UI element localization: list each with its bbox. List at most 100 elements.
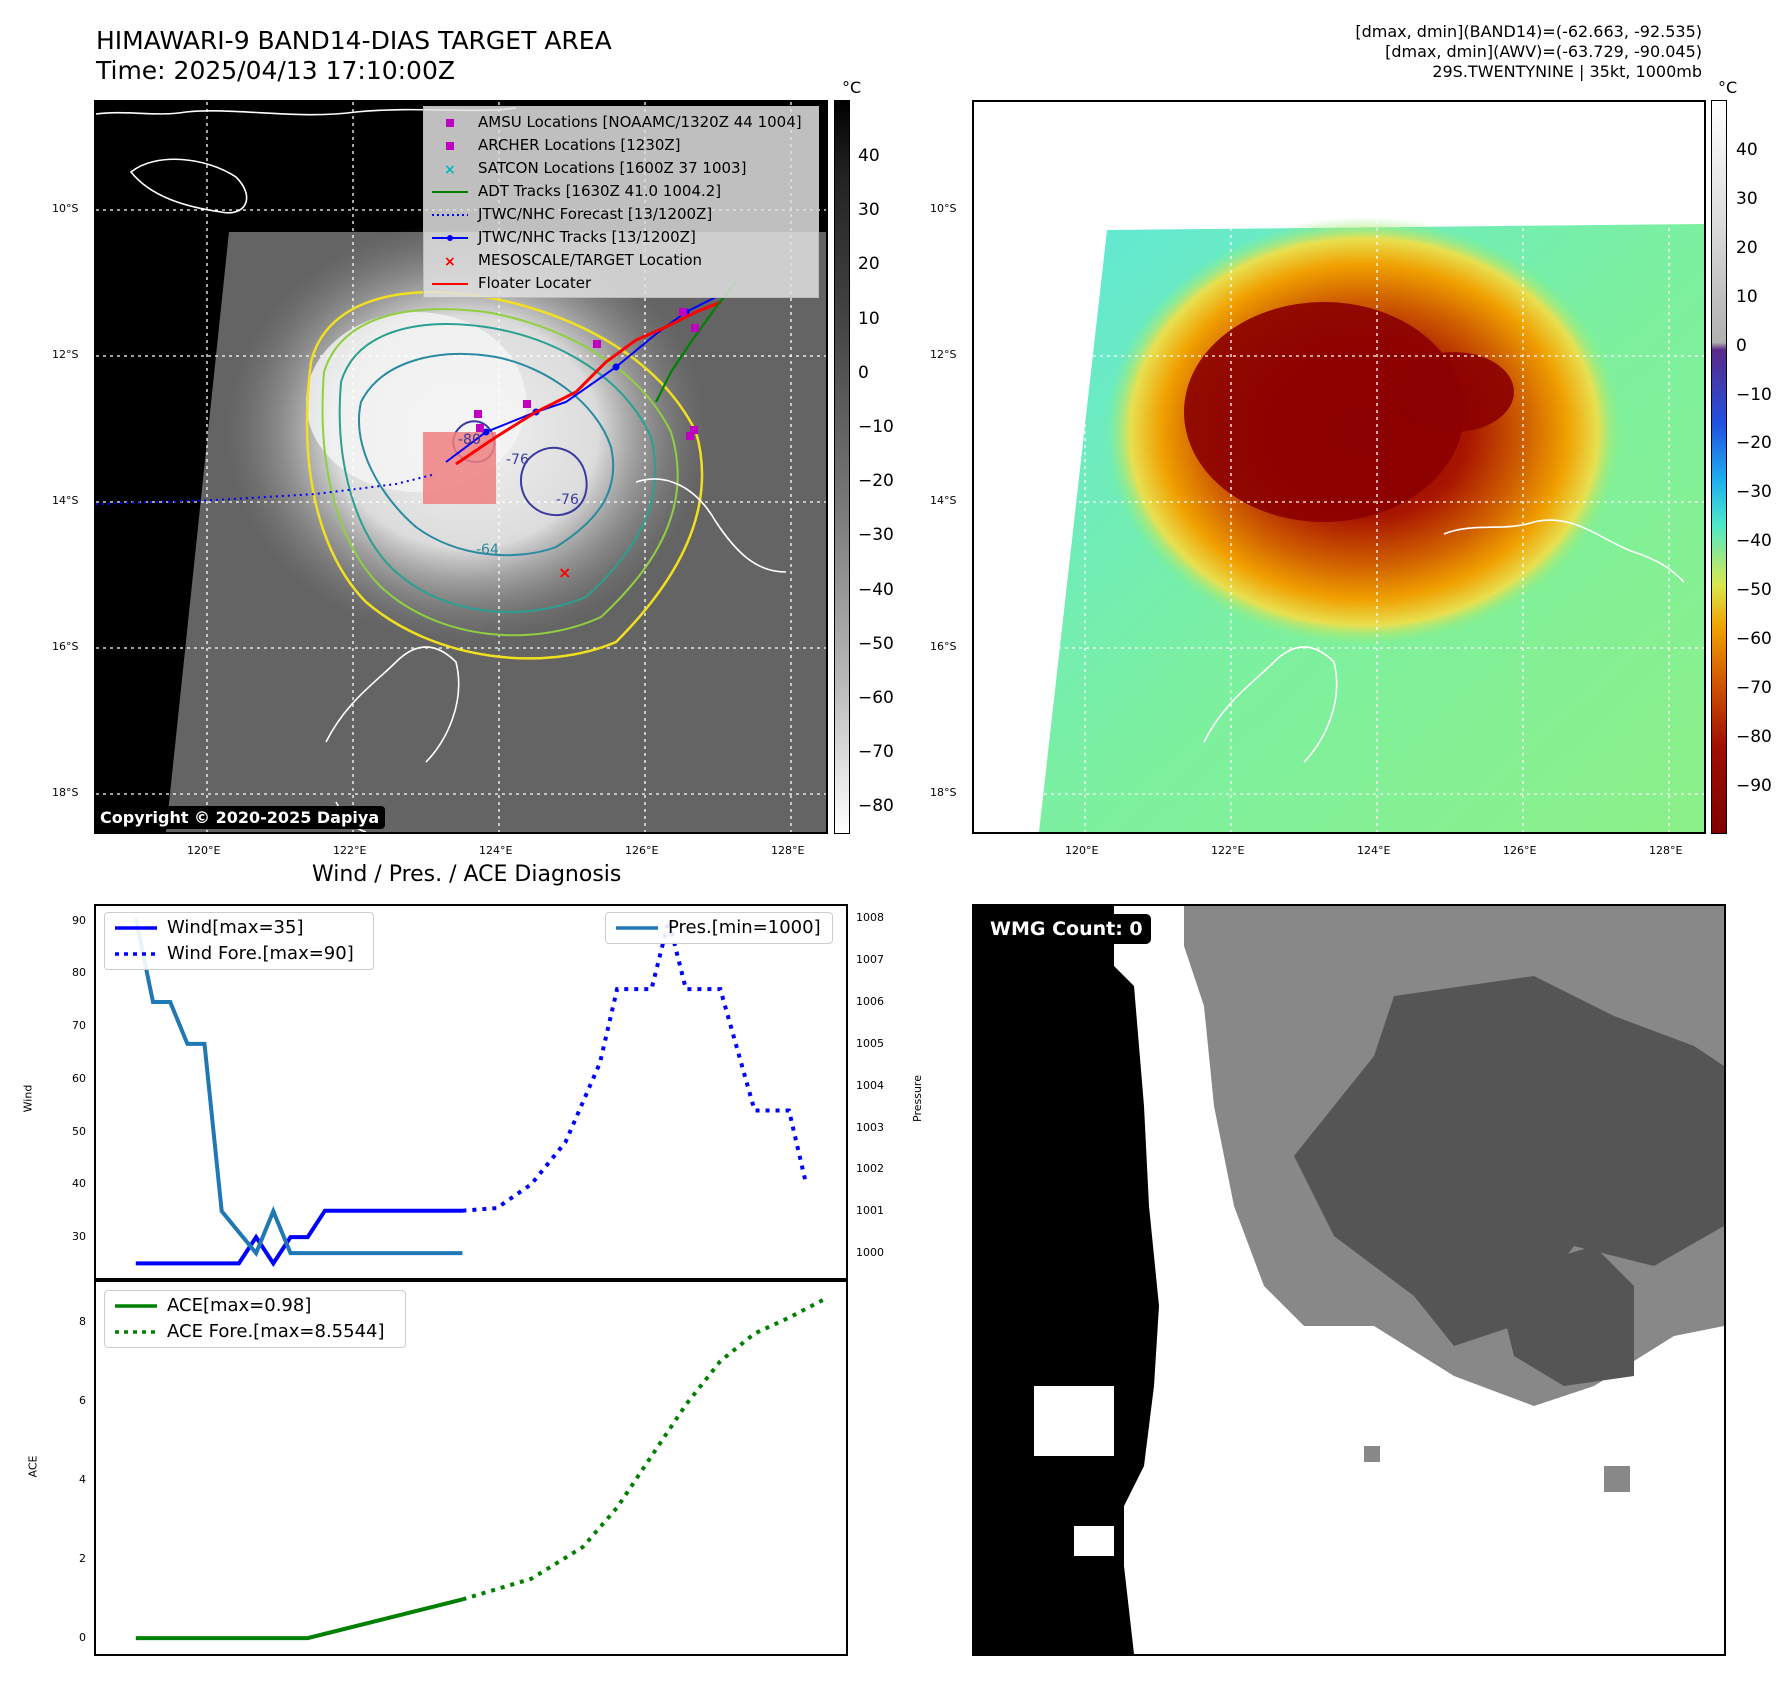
colorbar-unit: °C: [842, 78, 862, 97]
contour-label: -80: [458, 432, 481, 448]
legend-symbol: [430, 277, 470, 291]
svg-text:×: ×: [558, 563, 571, 582]
storm-info: 29S.TWENTYNINE | 35kt, 1000mb: [1432, 62, 1702, 81]
y-tick-label: 6: [79, 1393, 86, 1407]
legend-symbol: [430, 116, 470, 130]
ace-legend: ACE[max=0.98] ACE Fore.[max=8.5544]: [104, 1290, 406, 1348]
colorbar-tick: −80: [858, 796, 894, 817]
colorized-map-image: [974, 102, 1704, 832]
legend-item: Floater Locater: [430, 272, 812, 295]
colorbar-tick: 0: [858, 362, 869, 383]
lon-label: 122°E: [1211, 844, 1245, 857]
y2-tick-label: 1003: [856, 1120, 884, 1134]
lon-label: 128°E: [771, 844, 805, 857]
y-tick-label: 80: [72, 966, 86, 980]
lon-label: 128°E: [1649, 844, 1683, 857]
colorbar-tick: 10: [858, 308, 880, 329]
legend-wind: Wind[max=35]: [167, 917, 304, 938]
wind-legend: Wind[max=35] Wind Fore.[max=90]: [104, 912, 374, 970]
legend-item: JTWC/NHC Tracks [13/1200Z]: [430, 226, 812, 249]
series-line: [461, 1297, 825, 1602]
map-legend: AMSU Locations [NOAAMC/1320Z 44 1004] ARC…: [423, 106, 819, 298]
lon-label: 124°E: [1357, 844, 1391, 857]
lon-label: 122°E: [333, 844, 367, 857]
colorbar-tick: −50: [1736, 580, 1772, 601]
y2-tick-label: 1004: [856, 1078, 884, 1092]
y2-tick-label: 1001: [856, 1204, 884, 1218]
colorbar-unit: °C: [1718, 78, 1738, 97]
svg-text:×: ×: [444, 254, 456, 268]
svg-text:×: ×: [444, 162, 456, 176]
colorbar-tick: −80: [1736, 726, 1772, 747]
series-line: [135, 1597, 463, 1641]
lat-label: 12°S: [930, 348, 957, 361]
lon-label: 124°E: [479, 844, 513, 857]
pressure-legend: Pres.[min=1000]: [605, 912, 833, 944]
legend-ace: ACE[max=0.98]: [167, 1295, 312, 1316]
colorbar-tick: −50: [858, 633, 894, 654]
colorbar-tick: 20: [858, 254, 880, 275]
lat-label: 10°S: [52, 202, 79, 215]
legend-label: ARCHER Locations [1230Z]: [478, 136, 681, 154]
y-axis-label-ace: ACE: [26, 1455, 40, 1478]
y-tick-label: 4: [79, 1472, 86, 1486]
colorbar-tick: 40: [1736, 140, 1758, 160]
legend-symbol: ×: [430, 162, 470, 176]
y-tick-label: 8: [79, 1314, 86, 1328]
y-tick-label: 60: [72, 1071, 86, 1085]
legend-item: ADT Tracks [1630Z 41.0 1004.2]: [430, 180, 812, 203]
colorbar-tick: 30: [1736, 188, 1758, 209]
colorbar-tick: 40: [858, 146, 880, 166]
legend-label: SATCON Locations [1600Z 37 1003]: [478, 159, 747, 177]
colorbar-tick: 0: [1736, 335, 1747, 356]
lat-label: 14°S: [52, 494, 79, 507]
chart-title: HIMAWARI-9 BAND14-DIAS TARGET AREA: [96, 26, 612, 55]
lat-label: 18°S: [52, 786, 79, 799]
lon-label: 120°E: [187, 844, 221, 857]
colorbar-tick: −10: [1736, 384, 1772, 405]
y-tick-label: 70: [72, 1019, 86, 1033]
y-tick-label: 30: [72, 1230, 86, 1244]
colorbar-tick: −30: [1736, 482, 1772, 503]
lon-label: 120°E: [1065, 844, 1099, 857]
lat-label: 16°S: [930, 640, 957, 653]
copyright-badge: Copyright © 2020-2025 Dapiya: [94, 806, 386, 829]
legend-wind-fore: Wind Fore.[max=90]: [167, 943, 354, 964]
y2-tick-label: 1000: [856, 1246, 884, 1260]
y2-tick-label: 1006: [856, 995, 884, 1009]
legend-label: Floater Locater: [478, 274, 592, 292]
colorbar-tick: −30: [858, 525, 894, 546]
y2-tick-label: 1005: [856, 1036, 884, 1050]
ir-map-image: ×: [96, 102, 826, 832]
colorbar-tick: −90: [1736, 775, 1772, 796]
series-line: [135, 1208, 463, 1268]
contour-label: -76: [506, 452, 529, 468]
y2-tick-label: 1008: [856, 911, 884, 925]
colorbar-tick: 10: [1736, 286, 1758, 307]
lat-label: 12°S: [52, 348, 79, 361]
legend-item: AMSU Locations [NOAAMC/1320Z 44 1004]: [430, 111, 812, 134]
y-tick-label: 90: [72, 913, 86, 927]
contour-label: -76: [556, 492, 579, 508]
legend-symbol: [430, 208, 470, 222]
plot-frame: [94, 1280, 848, 1656]
colorbar-tick: −40: [1736, 531, 1772, 552]
colorbar-tick: −60: [858, 688, 894, 708]
lat-label: 18°S: [930, 786, 957, 799]
lat-label: 14°S: [930, 494, 957, 507]
wmg-count-badge: WMG Count: 0: [982, 914, 1151, 944]
colorbar-tick: −20: [858, 471, 894, 492]
y-tick-label: 2: [79, 1552, 86, 1565]
colorbar-tick: −10: [858, 417, 894, 437]
colorbar-tick: −70: [1736, 677, 1772, 698]
chart-time: Time: 2025/04/13 17:10:00Z: [96, 56, 455, 85]
series-line: [133, 917, 463, 1257]
legend-item: JTWC/NHC Forecast [13/1200Z]: [430, 203, 812, 226]
y-axis-label-wind: Wind: [21, 1084, 35, 1113]
y-tick-label: 50: [72, 1124, 86, 1138]
y-tick-label: 0: [79, 1631, 86, 1645]
y2-tick-label: 1007: [856, 953, 884, 967]
y-axis-label-pressure: Pressure: [910, 1075, 924, 1122]
wmg-panel: [972, 904, 1726, 1656]
colorbar-tick: −40: [858, 579, 894, 600]
